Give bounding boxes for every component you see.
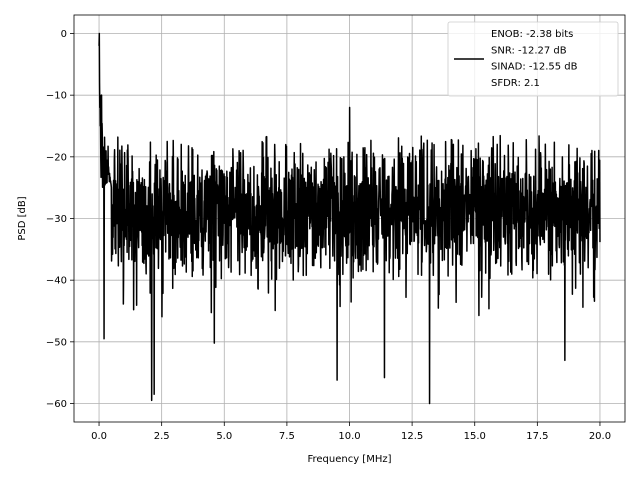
x-tick-label: 20.0 [589, 431, 611, 442]
legend-entry-line: ENOB: -2.38 bits [491, 29, 573, 40]
y-axis-label: PSD [dB] [17, 196, 28, 240]
x-tick-label: 17.5 [526, 431, 548, 442]
y-axis-ticks: 0 −10 −20 −30 −40 −50 −60 [46, 29, 74, 410]
legend-box [447, 21, 619, 97]
legend: ENOB: -2.38 bits SNR: -12.27 dB SINAD: -12… [447, 21, 619, 97]
legend-entry-line: SFDR: 2.1 [491, 78, 540, 89]
legend-entry-line: SNR: -12.27 dB [491, 45, 567, 56]
x-tick-label: 5.0 [216, 431, 232, 442]
y-tick-label: −50 [46, 337, 67, 348]
x-tick-label: 15.0 [464, 431, 486, 442]
y-tick-label: 0 [61, 29, 67, 40]
y-tick-label: −60 [46, 399, 67, 410]
x-axis-ticks: 0.0 2.5 5.0 7.5 10.0 12.5 15.0 17.5 20.0 [91, 422, 611, 442]
x-tick-label: 2.5 [154, 431, 170, 442]
series-line [98, 32, 601, 405]
x-axis-label: Frequency [MHz] [307, 454, 391, 465]
plot-area [98, 32, 601, 405]
x-tick-label: 7.5 [279, 431, 295, 442]
x-tick-label: 0.0 [91, 431, 107, 442]
y-tick-label: −10 [46, 91, 67, 102]
x-tick-label: 12.5 [401, 431, 423, 442]
legend-entry-line: SINAD: -12.55 dB [491, 62, 578, 73]
legend-entry: ENOB: -2.38 bits SNR: -12.27 dB SINAD: -12… [491, 29, 578, 89]
x-tick-label: 10.0 [338, 431, 360, 442]
y-tick-label: −40 [46, 276, 67, 287]
y-tick-label: −20 [46, 152, 67, 163]
y-tick-label: −30 [46, 214, 67, 225]
